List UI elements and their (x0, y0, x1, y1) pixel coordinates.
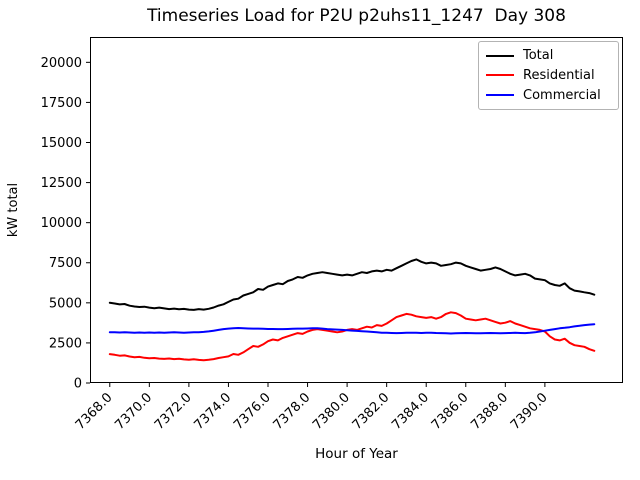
y-tick-label: 7500 (49, 256, 82, 271)
x-tick-label: 7372.0 (152, 390, 195, 433)
x-tick-label: 7368.0 (73, 390, 116, 433)
total-line-swatch (486, 54, 514, 57)
y-tick-label: 5000 (49, 296, 82, 311)
x-tick-label: 7380.0 (310, 390, 353, 433)
x-tick-label: 7374.0 (191, 390, 234, 433)
legend-label-residential: Residential (523, 67, 595, 83)
y-tick-label: 10000 (41, 216, 82, 231)
axes-frame (90, 37, 623, 383)
y-tick-label: 12500 (41, 176, 82, 191)
x-tick-label: 7382.0 (350, 390, 393, 433)
legend: Total Residential Commercial (478, 41, 619, 110)
commercial-line-swatch (486, 94, 514, 97)
residential-series-line (108, 311, 596, 362)
residential-line-swatch (486, 74, 514, 77)
y-tick-label: 15000 (41, 136, 82, 151)
chart-title: Timeseries Load for P2U p2uhs11_1247 Day… (147, 6, 566, 26)
x-tick-label: 7390.0 (508, 390, 551, 433)
x-tick-label: 7370.0 (112, 390, 155, 433)
total-series-line (108, 258, 596, 311)
legend-entry-residential: Residential (486, 68, 611, 83)
x-tick-label: 7386.0 (429, 390, 472, 433)
x-tick-label: 7378.0 (271, 390, 314, 433)
y-tick-label: 0 (74, 377, 82, 392)
legend-entry-total: Total (486, 48, 611, 63)
x-tick-label: 7388.0 (468, 390, 511, 433)
commercial-series-line (108, 323, 596, 335)
x-tick-label: 7384.0 (389, 390, 432, 433)
legend-label-commercial: Commercial (523, 87, 601, 103)
x-axis-label: Hour of Year (315, 446, 398, 462)
y-tick-label: 20000 (41, 56, 82, 71)
y-tick-label: 17500 (41, 96, 82, 111)
x-tick-label: 7376.0 (231, 390, 274, 433)
legend-entry-commercial: Commercial (486, 88, 611, 103)
legend-label-total: Total (523, 48, 554, 64)
y-axis-label: kW total (6, 182, 21, 238)
y-tick-label: 2500 (49, 336, 82, 351)
